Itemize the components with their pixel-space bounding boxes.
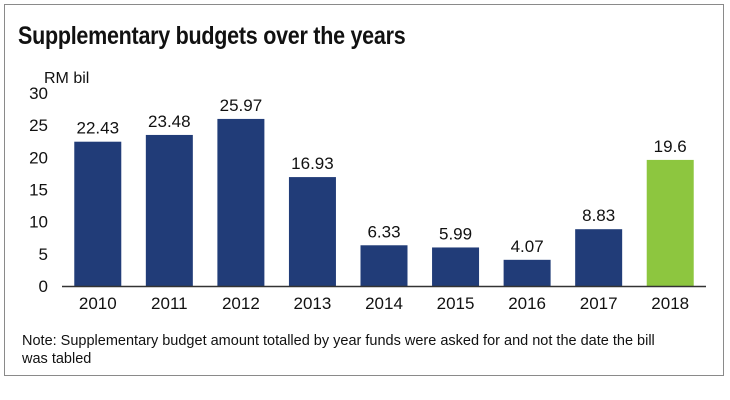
x-tick-label-2015: 2015 [437,294,475,313]
y-tick-label: 10 [29,213,48,232]
bar-chart: RM bil 0 5 10 15 20 25 30 22.43 23.48 25.97 16.93… [29,70,706,313]
data-label-2014: 6.33 [367,222,400,241]
bar-2018 [646,159,694,286]
bar-2013 [288,177,336,286]
chart-frame [4,4,724,376]
y-tick-label: 25 [29,116,48,135]
x-tick-label-2014: 2014 [365,294,403,313]
y-tick-label: 0 [39,277,48,296]
data-label-2018: 19.6 [654,137,687,156]
x-tick-label-2011: 2011 [151,294,188,313]
data-label-2010: 22.43 [77,119,120,138]
bar-2011 [145,134,193,286]
y-axis-label: RM bil [44,70,89,87]
data-label-2017: 8.83 [582,206,615,225]
y-tick-label: 30 [29,84,48,103]
x-tick-label-2013: 2013 [294,294,332,313]
bar-2010 [74,141,122,286]
x-tick-label-2018: 2018 [651,294,689,313]
y-tick-label: 15 [29,181,48,200]
x-tick-label-2012: 2012 [222,294,260,313]
data-label-2015: 5.99 [439,224,472,243]
bar-2014 [360,245,408,286]
bar-2012 [217,118,265,286]
bar-2017 [575,229,623,286]
y-tick-labels: 0 5 10 15 20 25 30 [29,84,48,296]
data-label-2011: 23.48 [148,112,191,131]
x-tick-label-2010: 2010 [79,294,117,313]
chart-title: Supplementary budgets over the years [18,22,406,50]
data-labels: 22.43 23.48 25.97 16.93 6.33 5.99 4.07 8.83 19.6 [77,96,687,256]
footnote: Note: Supplementary budget amount totall… [22,333,655,367]
bars [74,118,694,286]
y-tick-label: 5 [39,245,48,264]
y-tick-label: 20 [29,148,48,167]
x-tick-labels: 2010 2011 2012 2013 2014 2015 2016 2017 2018 [79,294,689,313]
bar-2016 [503,259,551,286]
x-tick-label-2016: 2016 [508,294,546,313]
data-label-2012: 25.97 [220,96,263,115]
data-label-2016: 4.07 [511,237,544,256]
bar-2015 [432,247,480,286]
x-tick-label-2017: 2017 [580,294,618,313]
data-label-2013: 16.93 [291,154,334,173]
